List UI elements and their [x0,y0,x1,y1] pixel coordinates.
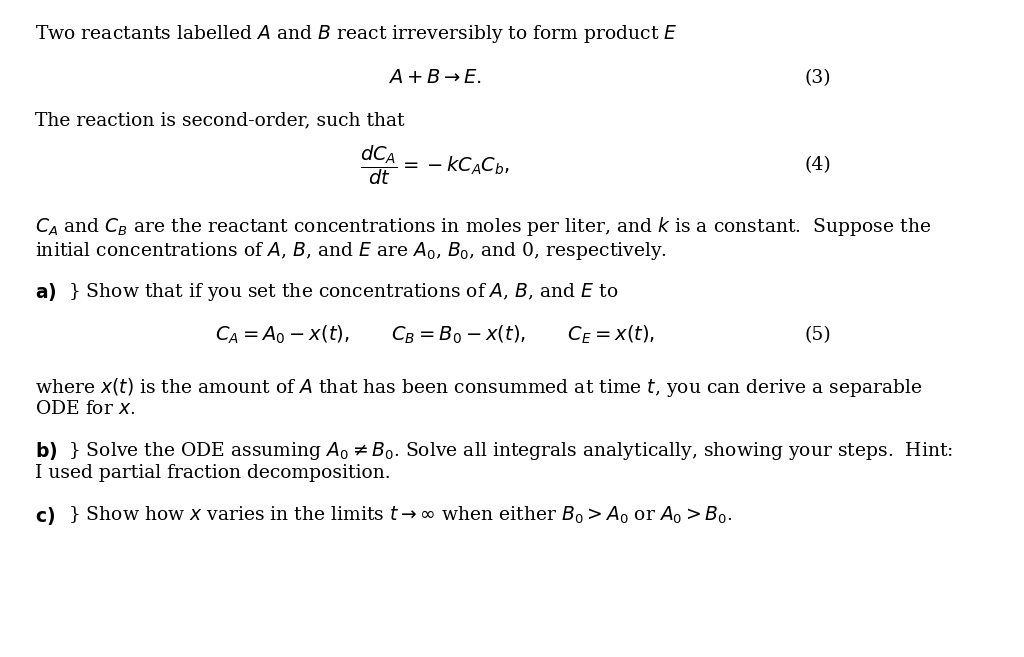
Text: $C_A = A_0 - x(t), \qquad C_B = B_0 - x(t), \qquad C_E = x(t),$: $C_A = A_0 - x(t), \qquad C_B = B_0 - x(… [215,324,655,346]
Text: $\dfrac{dC_A}{dt} = -kC_A C_b,$: $\dfrac{dC_A}{dt} = -kC_A C_b,$ [360,144,510,187]
Text: (4): (4) [805,156,831,175]
Text: Two reactants labelled $A$ and $B$ react irreversibly to form product $E$: Two reactants labelled $A$ and $B$ react… [35,23,677,45]
Text: ODE for $x$.: ODE for $x$. [35,400,135,418]
Text: initial concentrations of $A$, $B$, and $E$ are $A_0$, $B_0$, and 0, respectivel: initial concentrations of $A$, $B$, and … [35,240,667,261]
Text: $A + B \rightarrow E.$: $A + B \rightarrow E.$ [388,69,482,87]
Text: (5): (5) [805,326,831,344]
Text: where $x(t)$ is the amount of $A$ that has been consummed at time $t$, you can d: where $x(t)$ is the amount of $A$ that h… [35,376,923,399]
Text: $\mathbf{b)}$: $\mathbf{b)}$ [35,440,57,462]
Text: } Solve the ODE assuming $A_0 \neq B_0$. Solve all integrals analytically, showi: } Solve the ODE assuming $A_0 \neq B_0$.… [68,440,953,462]
Text: I used partial fraction decomposition.: I used partial fraction decomposition. [35,464,390,482]
Text: $C_A$ and $C_B$ are the reactant concentrations in moles per liter, and $k$ is a: $C_A$ and $C_B$ are the reactant concent… [35,215,931,238]
Text: } Show how $x$ varies in the limits $t \rightarrow \infty$ when either $B_0 > A_: } Show how $x$ varies in the limits $t \… [68,505,732,526]
Text: $\mathbf{c)}$: $\mathbf{c)}$ [35,505,55,526]
Text: } Show that if you set the concentrations of $A$, $B$, and $E$ to: } Show that if you set the concentration… [68,281,618,302]
Text: The reaction is second-order, such that: The reaction is second-order, such that [35,112,404,129]
Text: $\mathbf{a)}$: $\mathbf{a)}$ [35,281,56,302]
Text: (3): (3) [805,69,831,87]
